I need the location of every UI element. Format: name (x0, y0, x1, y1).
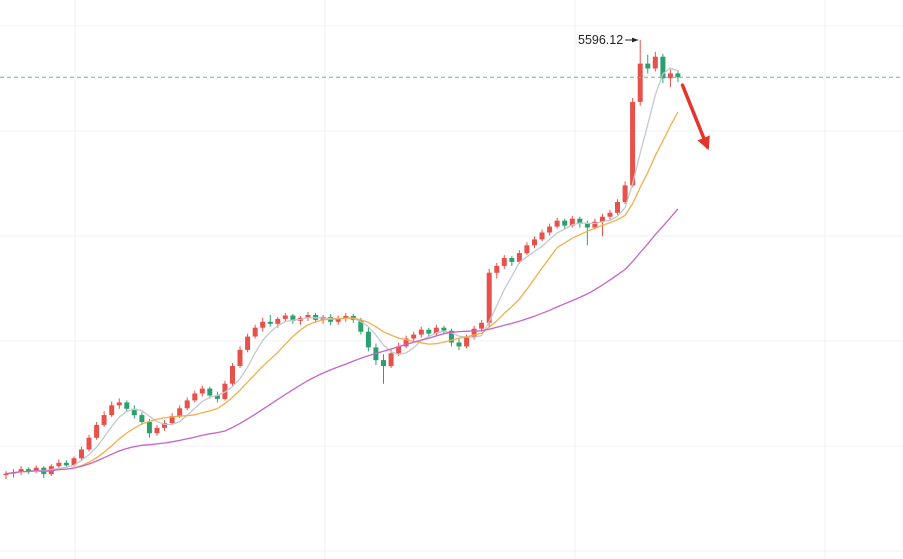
candle (192, 390, 198, 403)
candle (547, 223, 553, 236)
candle (501, 255, 507, 269)
candle (290, 314, 296, 324)
candle (252, 324, 258, 339)
candle (479, 319, 485, 331)
candle (637, 40, 643, 106)
candle (441, 325, 447, 334)
candle (207, 386, 213, 399)
candle (539, 229, 545, 242)
candle (675, 70, 681, 83)
candle (667, 69, 673, 88)
candle (486, 268, 492, 327)
candle (448, 328, 454, 347)
candle (652, 51, 658, 72)
candle (245, 333, 251, 353)
candle (116, 398, 122, 409)
candle (199, 385, 205, 397)
candle (169, 413, 175, 425)
candle (630, 98, 636, 188)
candle (660, 53, 666, 84)
candle (524, 242, 530, 256)
candle (230, 363, 235, 386)
candle (139, 412, 145, 425)
candle (162, 420, 167, 431)
candle (3, 471, 9, 479)
candle (403, 335, 409, 349)
candle (214, 391, 220, 403)
candle (131, 405, 137, 419)
candle (94, 422, 100, 440)
candle (124, 400, 130, 413)
candle (335, 315, 341, 325)
candle (358, 317, 364, 335)
candle (56, 459, 62, 469)
candle (509, 256, 515, 266)
candle (607, 209, 613, 220)
candle (267, 315, 273, 327)
candle (569, 215, 575, 228)
candle (146, 419, 152, 438)
candle (554, 217, 560, 229)
candle (237, 346, 243, 368)
candle (622, 181, 628, 204)
candle (184, 397, 190, 411)
candle (26, 467, 32, 475)
candle (101, 411, 107, 427)
candle (79, 446, 84, 461)
candle (18, 466, 24, 475)
candle (433, 324, 439, 336)
candle (418, 326, 424, 338)
ma-line-MA30 (5, 208, 679, 475)
candle (63, 460, 69, 468)
candle (305, 312, 311, 321)
candle (260, 317, 266, 332)
candle (562, 218, 568, 230)
candle (584, 220, 590, 246)
candle (577, 216, 583, 228)
moving-average-lines (5, 67, 679, 475)
candle (365, 327, 371, 352)
candle (532, 236, 537, 249)
candle (154, 425, 160, 436)
candle (86, 434, 92, 452)
candle (456, 337, 462, 351)
candle (426, 327, 432, 337)
candle (109, 401, 115, 418)
candle (615, 199, 620, 215)
down-trend-arrow[interactable] (680, 83, 710, 151)
candle (343, 313, 349, 322)
candle (381, 354, 386, 384)
peak-price-label: 5596.12 (578, 33, 623, 47)
candle (282, 313, 288, 322)
candle (41, 466, 47, 478)
candle (411, 331, 417, 342)
candle (388, 349, 394, 368)
ma-line-MA10 (5, 111, 679, 475)
candle (297, 316, 303, 325)
candle (645, 54, 651, 74)
candle (33, 465, 39, 474)
candles (3, 40, 681, 479)
candle (494, 262, 500, 279)
ma-line-MA5 (5, 67, 679, 475)
